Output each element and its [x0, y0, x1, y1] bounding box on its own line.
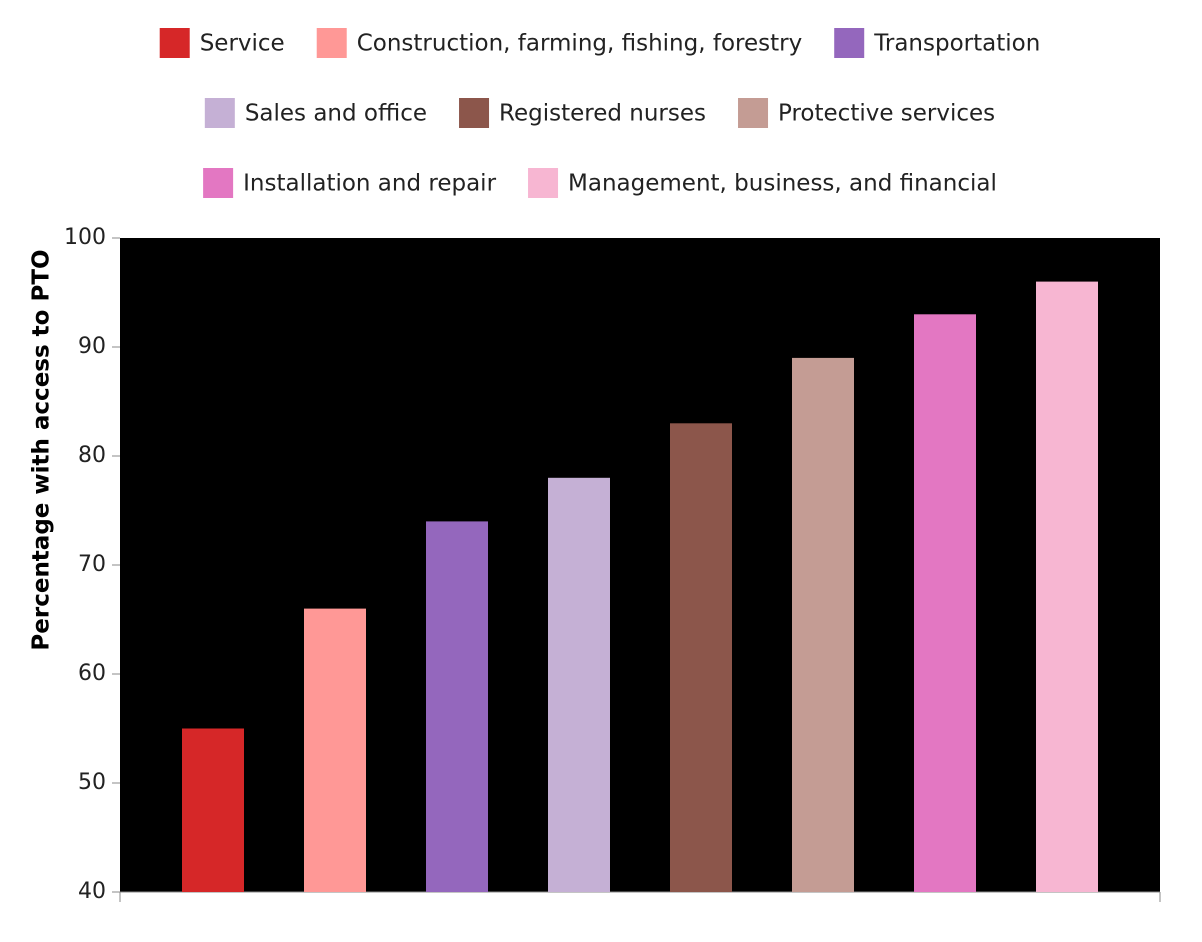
legend-item: Service — [159, 28, 285, 58]
legend-item: Construction, farming, fishing, forestry — [316, 28, 802, 58]
legend-swatch — [738, 98, 769, 128]
bar — [792, 357, 854, 892]
bar — [304, 608, 366, 892]
legend-swatch — [159, 28, 190, 58]
legend-label: Construction, farming, fishing, forestry — [357, 31, 802, 57]
legend-label: Installation and repair — [243, 171, 496, 197]
y-tick-label: 80 — [78, 443, 106, 468]
legend-swatch — [459, 98, 490, 128]
legend-label: Registered nurses — [499, 101, 706, 127]
bar — [1036, 281, 1098, 893]
y-tick-label: 70 — [78, 552, 106, 577]
legend-swatch — [834, 28, 865, 58]
bar — [914, 314, 976, 892]
y-tick-label: 40 — [78, 879, 106, 904]
legend-label: Management, business, and financial — [568, 171, 997, 197]
y-tick-label: 50 — [78, 770, 106, 795]
y-tick-label: 60 — [78, 661, 106, 686]
plot-background — [120, 238, 1160, 892]
legend-item: Management, business, and financial — [528, 168, 997, 198]
legend-item: Sales and office — [204, 98, 427, 128]
legend-item: Installation and repair — [203, 168, 497, 198]
legend-item: Registered nurses — [459, 98, 706, 128]
y-tick-label: 90 — [78, 334, 106, 359]
bar — [182, 728, 244, 892]
legend-item: Protective services — [738, 98, 995, 128]
legend-item: Transportation — [834, 28, 1040, 58]
legend-label: Transportation — [873, 31, 1040, 57]
bar — [670, 423, 732, 892]
bar — [426, 521, 488, 892]
legend-swatch — [316, 28, 347, 58]
legend-swatch — [528, 168, 559, 198]
y-tick-label: 100 — [64, 225, 106, 250]
legend-label: Sales and office — [245, 101, 427, 127]
bar — [548, 477, 610, 892]
legend-label: Service — [200, 31, 285, 57]
legend-swatch — [204, 98, 235, 128]
legend-swatch — [203, 168, 234, 198]
legend-label: Protective services — [778, 101, 995, 127]
y-axis-label: Percentage with access to PTO — [29, 249, 55, 650]
